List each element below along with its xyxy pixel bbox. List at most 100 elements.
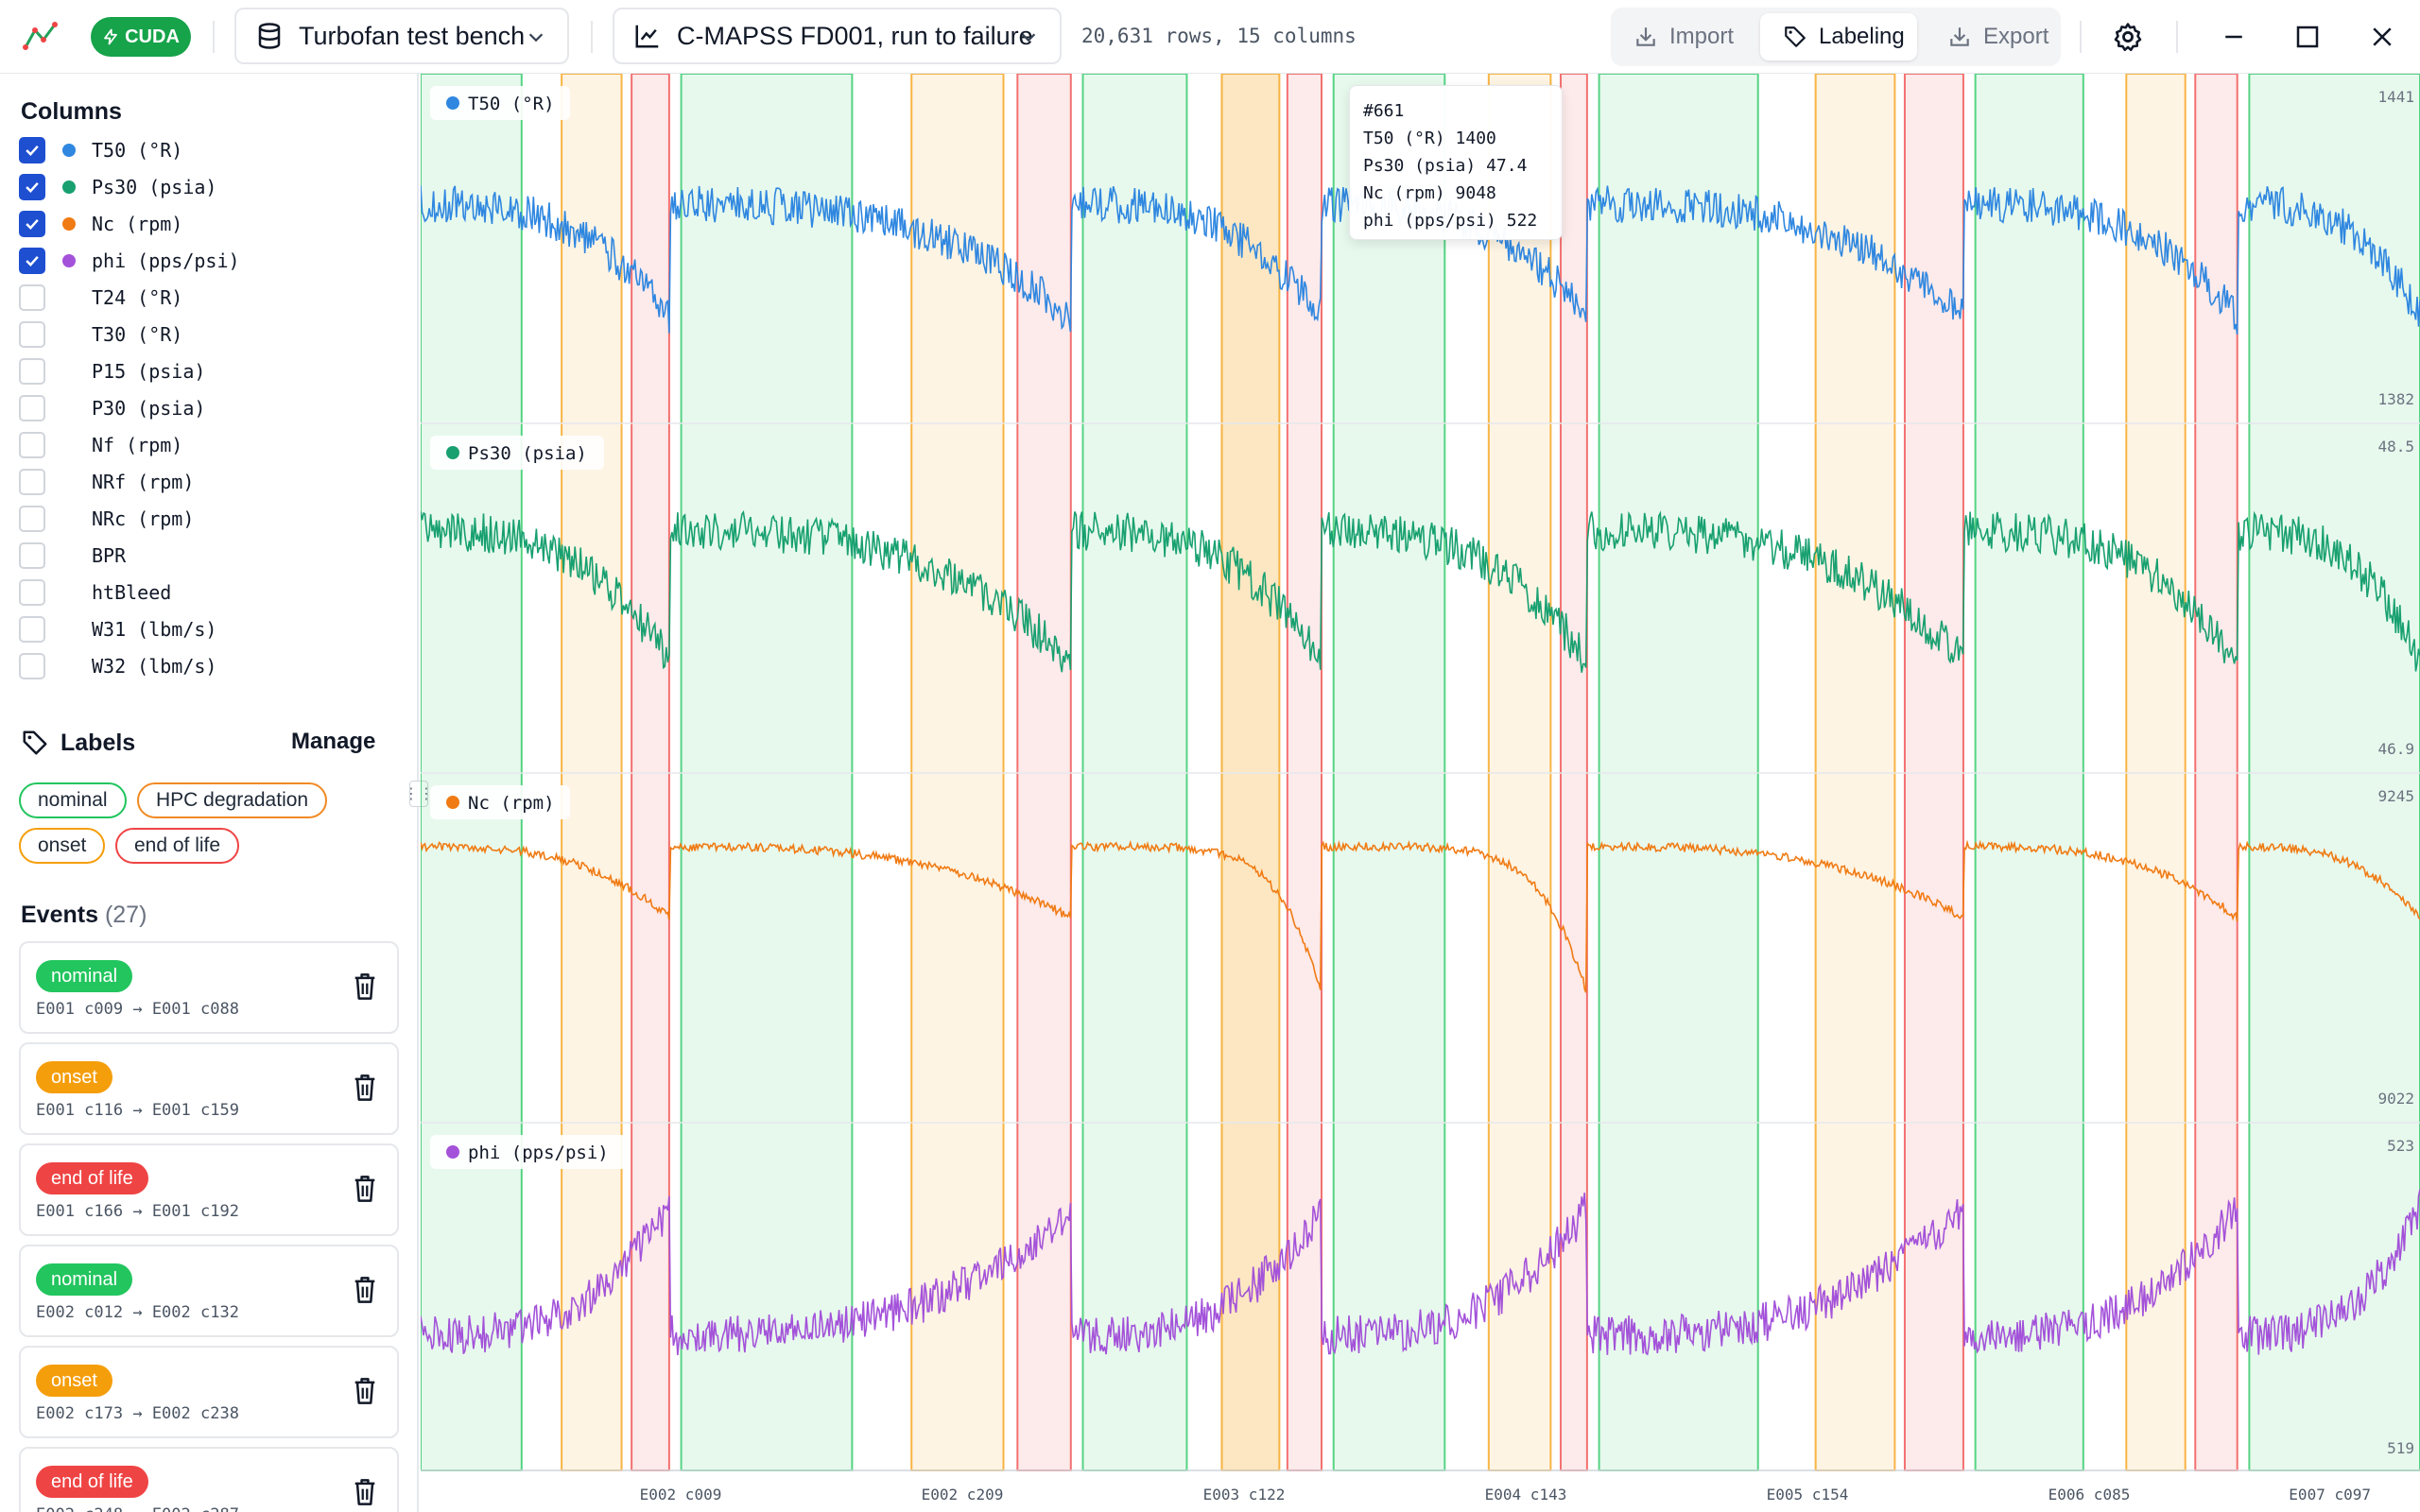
column-checkbox[interactable] bbox=[19, 174, 45, 200]
label-region[interactable] bbox=[1974, 73, 2084, 1471]
column-item[interactable]: Nc (rpm) bbox=[19, 208, 397, 240]
label-region[interactable] bbox=[1220, 73, 1281, 1471]
column-item[interactable]: T30 (°R) bbox=[19, 318, 397, 351]
column-item[interactable]: htBleed bbox=[19, 576, 397, 609]
column-item[interactable]: NRc (rpm) bbox=[19, 503, 397, 535]
column-checkbox[interactable] bbox=[19, 542, 45, 569]
column-item[interactable]: BPR bbox=[19, 540, 397, 572]
panel-title: T50 (°R) bbox=[468, 94, 555, 114]
label-chip[interactable]: nominal bbox=[19, 782, 127, 818]
tooltip-row-label: Ps30 (psia) bbox=[1363, 156, 1477, 176]
column-item[interactable]: Nf (rpm) bbox=[19, 429, 397, 461]
label-chip[interactable]: end of life bbox=[115, 828, 240, 864]
minimize-icon[interactable] bbox=[2220, 23, 2248, 51]
line-chart-icon bbox=[635, 25, 659, 48]
label-region[interactable] bbox=[1903, 73, 1964, 1471]
trash-icon[interactable] bbox=[352, 1477, 378, 1507]
dataset-select[interactable]: C-MAPSS FD001, run to failure bbox=[613, 8, 1062, 64]
column-label: Ps30 (psia) bbox=[92, 176, 217, 198]
panel-title: Nc (rpm) bbox=[468, 793, 555, 814]
column-checkbox[interactable] bbox=[19, 211, 45, 237]
panel-legend: Ps30 (psia) bbox=[430, 436, 604, 470]
export-button[interactable]: Export bbox=[1925, 13, 2057, 60]
tooltip-row: Nc (rpm) 9048 bbox=[1363, 180, 1548, 207]
label-region[interactable] bbox=[680, 73, 854, 1471]
column-label: T50 (°R) bbox=[92, 139, 183, 162]
label-region[interactable] bbox=[2125, 73, 2187, 1471]
label-region[interactable] bbox=[420, 73, 523, 1471]
project-select[interactable]: Turbofan test bench bbox=[234, 8, 569, 64]
import-button[interactable]: Import bbox=[1611, 13, 1753, 60]
labels-title: Labels bbox=[21, 729, 135, 757]
label-region[interactable] bbox=[1081, 73, 1188, 1471]
column-checkbox[interactable] bbox=[19, 616, 45, 643]
series-line bbox=[420, 509, 2420, 673]
label-region[interactable] bbox=[561, 73, 623, 1471]
column-item[interactable]: W32 (lbm/s) bbox=[19, 650, 397, 682]
time-series-chart[interactable]: T50 (°R) 1441 1382 Ps30 (psia) 48.5 46.9 Nc (r… bbox=[420, 73, 2420, 1512]
column-item[interactable]: P30 (psia) bbox=[19, 392, 397, 424]
column-checkbox[interactable] bbox=[19, 284, 45, 311]
label-region[interactable] bbox=[2194, 73, 2238, 1471]
column-item[interactable]: T24 (°R) bbox=[19, 282, 397, 314]
cuda-badge[interactable]: CUDA bbox=[91, 17, 191, 57]
column-checkbox[interactable] bbox=[19, 248, 45, 274]
label-region[interactable] bbox=[1332, 73, 1446, 1471]
column-checkbox[interactable] bbox=[19, 579, 45, 606]
column-checkbox[interactable] bbox=[19, 137, 45, 163]
label-chip[interactable]: HPC degradation bbox=[137, 782, 328, 818]
sidebar-resize-handle[interactable]: ⋮⋮ bbox=[404, 781, 434, 807]
trash-icon[interactable] bbox=[352, 1376, 378, 1406]
gear-icon[interactable] bbox=[2112, 21, 2144, 53]
trash-icon[interactable] bbox=[352, 971, 378, 1002]
event-card[interactable]: end of life E001 c166 → E001 c192 bbox=[19, 1143, 399, 1236]
label-region[interactable] bbox=[1016, 73, 1072, 1471]
column-checkbox[interactable] bbox=[19, 395, 45, 421]
trash-icon[interactable] bbox=[352, 1174, 378, 1204]
label-region[interactable] bbox=[1814, 73, 1896, 1471]
event-card[interactable]: onset E001 c116 → E001 c159 bbox=[19, 1042, 399, 1135]
column-item[interactable]: P15 (psia) bbox=[19, 355, 397, 387]
column-label: htBleed bbox=[92, 581, 172, 604]
label-chip[interactable]: onset bbox=[19, 828, 106, 864]
column-label: BPR bbox=[92, 544, 127, 567]
series-color-dot bbox=[62, 438, 76, 452]
column-checkbox[interactable] bbox=[19, 321, 45, 348]
label-region[interactable] bbox=[1487, 73, 1552, 1471]
label-region[interactable] bbox=[1598, 73, 1759, 1471]
labels-title-text: Labels bbox=[60, 729, 136, 756]
trash-icon[interactable] bbox=[352, 1073, 378, 1103]
label-region[interactable] bbox=[910, 73, 1005, 1471]
close-icon[interactable] bbox=[2368, 23, 2396, 51]
mode-switcher: Import Labeling Export bbox=[1611, 8, 2061, 66]
column-item[interactable]: NRf (rpm) bbox=[19, 466, 397, 498]
row-count-info: 20,631 rows, 15 columns bbox=[1081, 25, 1357, 47]
label-region[interactable] bbox=[1559, 73, 1588, 1471]
column-label: T24 (°R) bbox=[92, 286, 183, 309]
tooltip-rows: T50 (°R) 1400 Ps30 (psia) 47.4 Nc (rpm) 90… bbox=[1363, 125, 1548, 234]
column-checkbox[interactable] bbox=[19, 506, 45, 532]
event-card[interactable]: nominal E001 c009 → E001 c088 bbox=[19, 941, 399, 1034]
labeling-button[interactable]: Labeling bbox=[1760, 13, 1917, 60]
event-card[interactable]: nominal E002 c012 → E002 c132 bbox=[19, 1245, 399, 1337]
maximize-icon[interactable] bbox=[2293, 23, 2322, 51]
series-color-dot bbox=[62, 144, 76, 157]
column-checkbox[interactable] bbox=[19, 358, 45, 385]
column-checkbox[interactable] bbox=[19, 469, 45, 495]
column-item[interactable]: Ps30 (psia) bbox=[19, 171, 397, 203]
event-range: E002 c248 → E002 c287 bbox=[36, 1505, 239, 1512]
label-region[interactable] bbox=[2248, 73, 2420, 1471]
tooltip-row-value: 9048 bbox=[1455, 183, 1496, 203]
y-max-label: 48.5 bbox=[2377, 438, 2414, 455]
column-item[interactable]: phi (pps/psi) bbox=[19, 245, 397, 277]
column-item[interactable]: T50 (°R) bbox=[19, 134, 397, 166]
trash-icon[interactable] bbox=[352, 1275, 378, 1305]
column-checkbox[interactable] bbox=[19, 432, 45, 458]
chart-area[interactable]: T50 (°R) 1441 1382 Ps30 (psia) 48.5 46.9 Nc (r… bbox=[420, 73, 2420, 1512]
column-item[interactable]: W31 (lbm/s) bbox=[19, 613, 397, 645]
tooltip-row: T50 (°R) 1400 bbox=[1363, 125, 1548, 152]
column-checkbox[interactable] bbox=[19, 653, 45, 679]
event-card[interactable]: end of life E002 c248 → E002 c287 bbox=[19, 1447, 399, 1512]
manage-labels-button[interactable]: Manage bbox=[291, 729, 376, 754]
event-card[interactable]: onset E002 c173 → E002 c238 bbox=[19, 1346, 399, 1438]
